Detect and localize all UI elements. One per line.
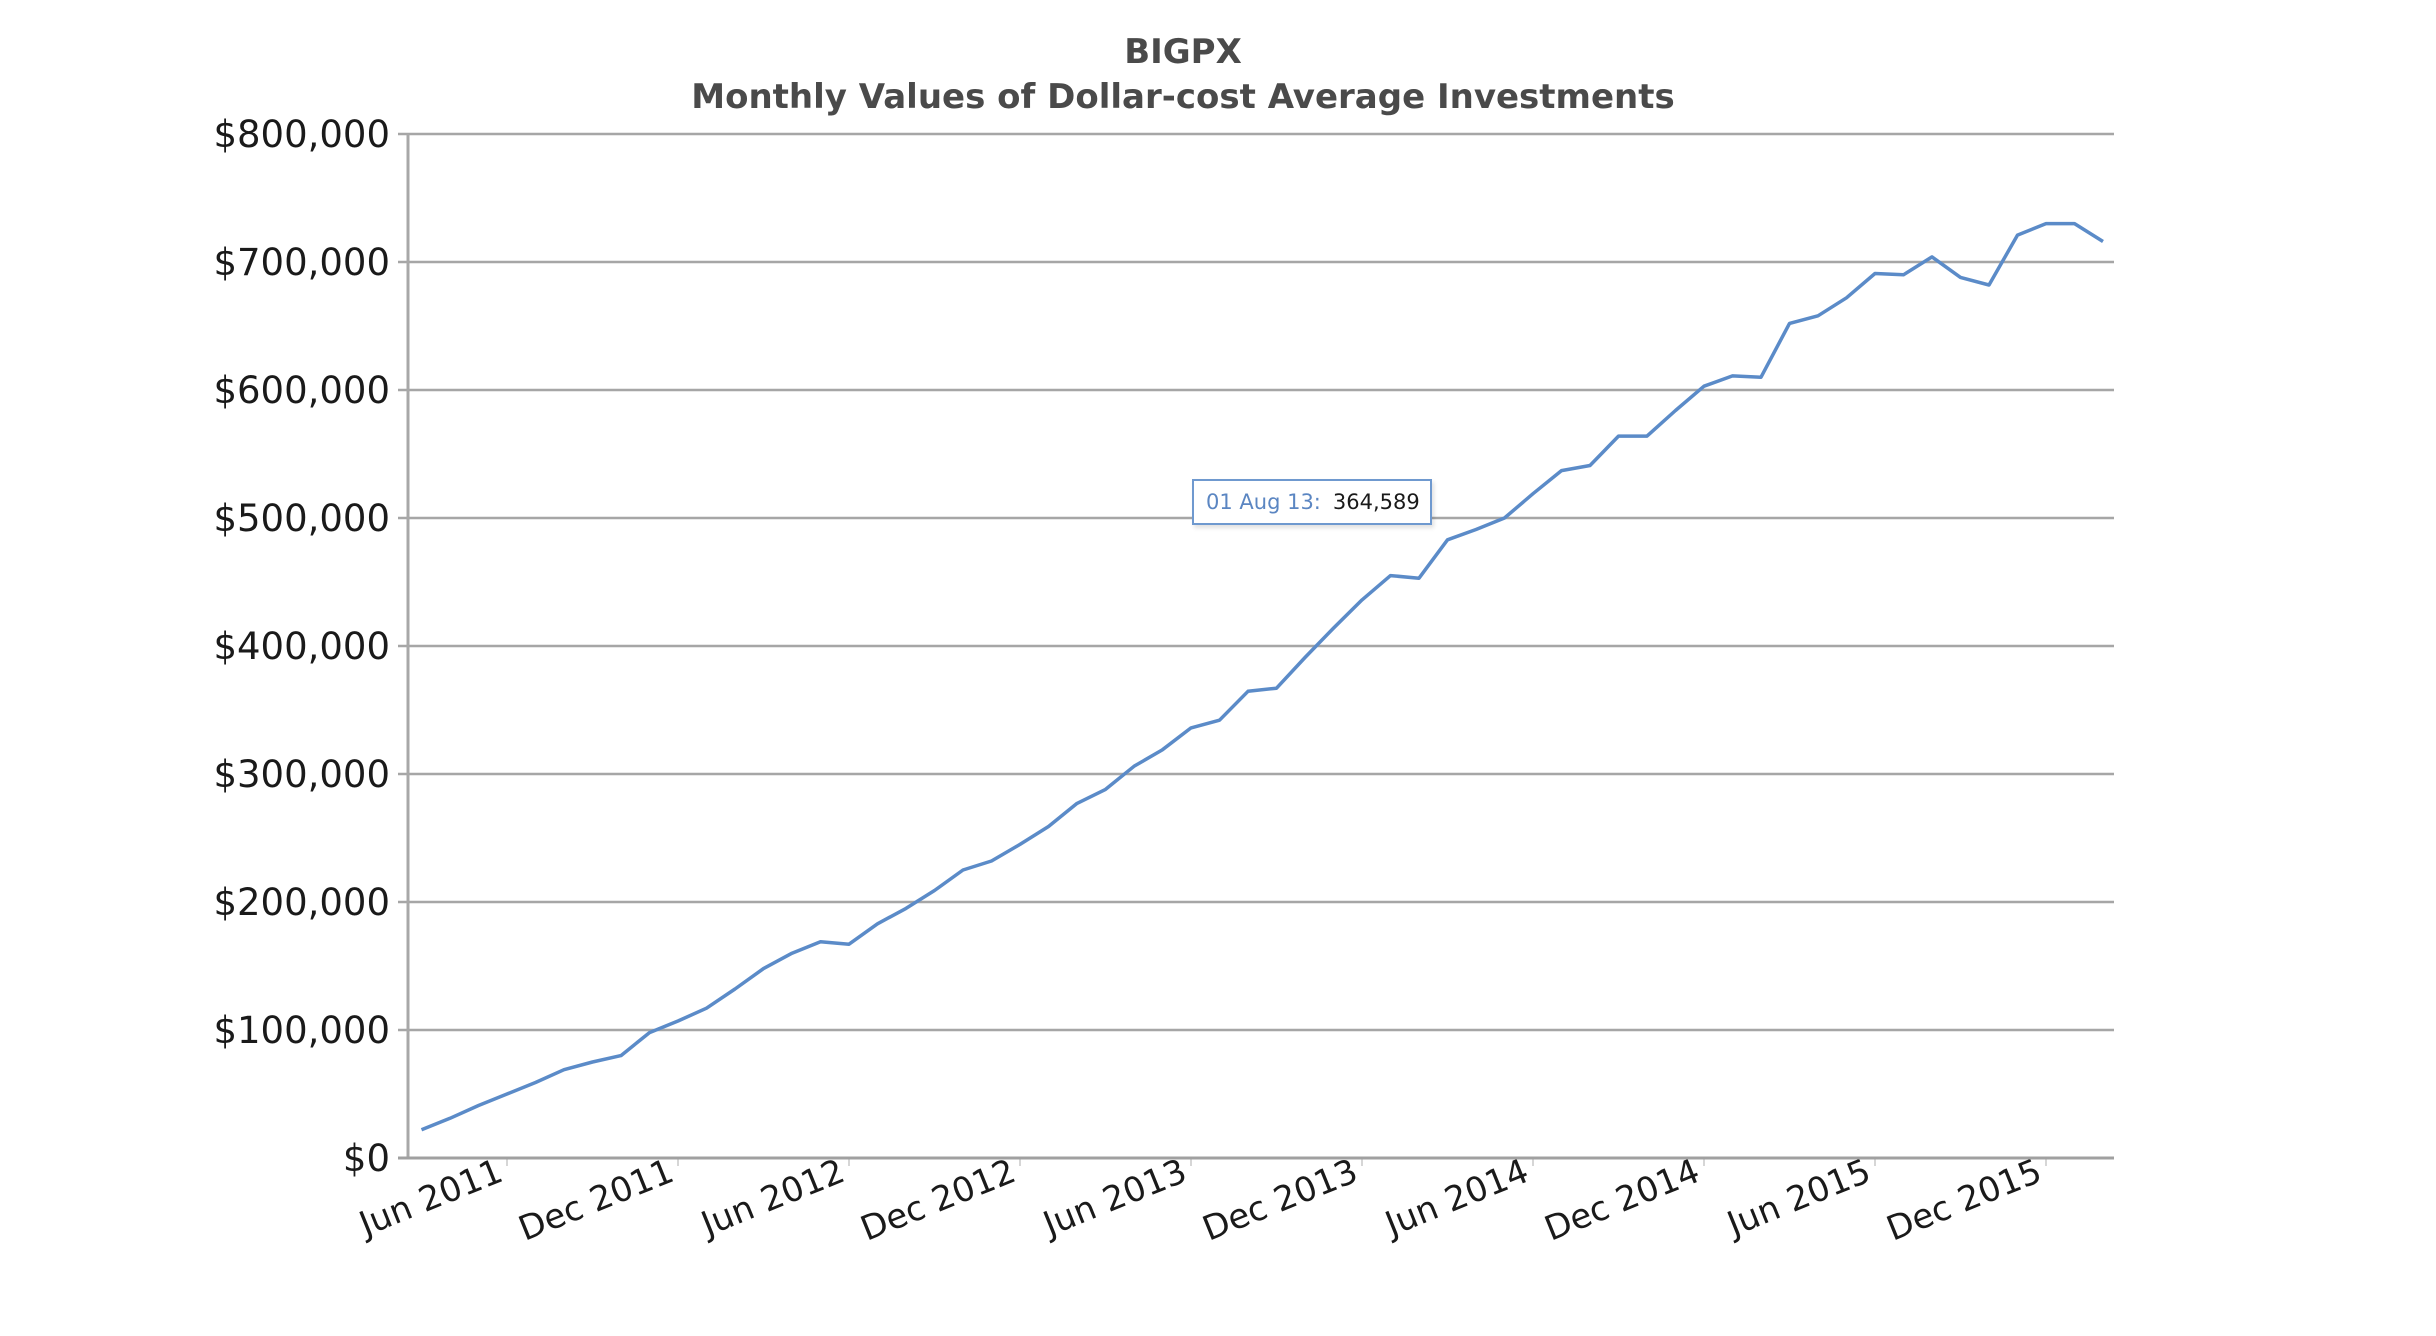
- x-tick-label: Jun 2012: [694, 1151, 850, 1245]
- data-point[interactable]: [1841, 292, 1853, 304]
- y-tick-label: $200,000: [213, 881, 390, 924]
- data-point[interactable]: [1926, 251, 1938, 263]
- chart-subtitle: Monthly Values of Dollar-cost Average In…: [691, 77, 1674, 117]
- x-tick-label: Jun 2013: [1036, 1151, 1192, 1245]
- data-point[interactable]: [1613, 430, 1625, 442]
- x-tick-label: Jun 2015: [1720, 1151, 1876, 1245]
- data-point[interactable]: [1641, 430, 1653, 442]
- series-group: [416, 218, 2109, 1136]
- y-tick-label: $500,000: [213, 497, 390, 540]
- series-line: [420, 221, 2104, 1132]
- data-point[interactable]: [1898, 269, 1910, 281]
- x-tick-label: Dec 2011: [513, 1151, 679, 1249]
- data-point[interactable]: [900, 902, 912, 914]
- data-point[interactable]: [473, 1100, 485, 1112]
- tooltip-value: 364,589: [1332, 490, 1420, 514]
- data-point[interactable]: [1556, 465, 1568, 477]
- y-tick-label: $100,000: [213, 1009, 390, 1052]
- data-point[interactable]: [558, 1064, 570, 1076]
- data-point[interactable]: [501, 1088, 513, 1100]
- data-point[interactable]: [1014, 838, 1026, 850]
- data-point[interactable]: [815, 936, 827, 948]
- gridlines: [398, 132, 2114, 1032]
- data-point[interactable]: [929, 885, 941, 897]
- data-point[interactable]: [701, 1002, 713, 1014]
- data-point[interactable]: [1385, 570, 1397, 582]
- data-point[interactable]: [1328, 622, 1340, 634]
- data-point[interactable]: [1157, 744, 1169, 756]
- data-point[interactable]: [1499, 512, 1511, 524]
- data-point[interactable]: [615, 1050, 627, 1062]
- data-point[interactable]: [444, 1112, 456, 1124]
- data-point[interactable]: [1527, 488, 1539, 500]
- data-point[interactable]: [2012, 229, 2024, 241]
- data-point[interactable]: [1955, 271, 1967, 283]
- chart-title: BIGPX: [1124, 32, 1242, 72]
- data-point[interactable]: [986, 855, 998, 867]
- data-point[interactable]: [1043, 821, 1055, 833]
- data-point[interactable]: [729, 983, 741, 995]
- data-point[interactable]: [1299, 652, 1311, 664]
- data-point[interactable]: [1983, 279, 1995, 291]
- x-tick-label: Dec 2014: [1539, 1151, 1705, 1249]
- data-point[interactable]: [2040, 218, 2052, 230]
- data-point[interactable]: [1755, 371, 1767, 383]
- x-tick-label: Jun 2014: [1378, 1151, 1534, 1245]
- y-tick-label: $800,000: [213, 113, 390, 156]
- data-point[interactable]: [1698, 380, 1710, 392]
- data-point[interactable]: [1784, 317, 1796, 329]
- data-point[interactable]: [957, 864, 969, 876]
- data-point[interactable]: [1271, 682, 1283, 694]
- x-tick-label: Dec 2015: [1881, 1151, 2047, 1249]
- data-point[interactable]: [2097, 236, 2109, 248]
- y-tick-label: $600,000: [213, 369, 390, 412]
- data-point[interactable]: [1727, 370, 1739, 382]
- data-point[interactable]: [1214, 714, 1226, 726]
- data-point[interactable]: [1869, 268, 1881, 280]
- data-point[interactable]: [1413, 572, 1425, 584]
- data-point[interactable]: [587, 1056, 599, 1068]
- data-point[interactable]: [758, 963, 770, 975]
- data-point[interactable]: [843, 938, 855, 950]
- data-point[interactable]: [1670, 405, 1682, 417]
- data-point[interactable]: [1128, 760, 1140, 772]
- data-point[interactable]: [644, 1027, 656, 1039]
- x-tick-label: Dec 2012: [855, 1151, 1021, 1249]
- data-tooltip: 01 Aug 13: 364,589: [1192, 479, 1432, 525]
- data-point[interactable]: [672, 1015, 684, 1027]
- data-point[interactable]: [872, 918, 884, 930]
- data-point[interactable]: [2069, 218, 2081, 230]
- x-tick-label: Dec 2013: [1197, 1151, 1363, 1249]
- data-point[interactable]: [786, 947, 798, 959]
- y-tick-label: $400,000: [213, 625, 390, 668]
- data-point[interactable]: [1356, 594, 1368, 606]
- data-point[interactable]: [416, 1124, 428, 1136]
- data-point[interactable]: [1584, 460, 1596, 472]
- data-point[interactable]: [1442, 534, 1454, 546]
- y-axis-tick-labels: $0 $100,000 $200,000 $300,000 $400,000 $500,0…: [213, 113, 390, 1180]
- y-tick-label: $300,000: [213, 753, 390, 796]
- data-point[interactable]: [1071, 797, 1083, 809]
- y-tick-label: $700,000: [213, 241, 390, 284]
- data-point[interactable]: [530, 1077, 542, 1089]
- y-tick-label: $0: [343, 1137, 390, 1180]
- tooltip-date: 01 Aug 13:: [1206, 490, 1321, 514]
- data-point[interactable]: [1812, 310, 1824, 322]
- data-point[interactable]: [1242, 685, 1254, 697]
- data-point[interactable]: [1470, 524, 1482, 536]
- data-point[interactable]: [1185, 722, 1197, 734]
- x-axis-tick-labels: Jun 2011 Dec 2011 Jun 2012 Dec 2012 Jun 2013…: [352, 1151, 2047, 1249]
- data-point[interactable]: [1100, 783, 1112, 795]
